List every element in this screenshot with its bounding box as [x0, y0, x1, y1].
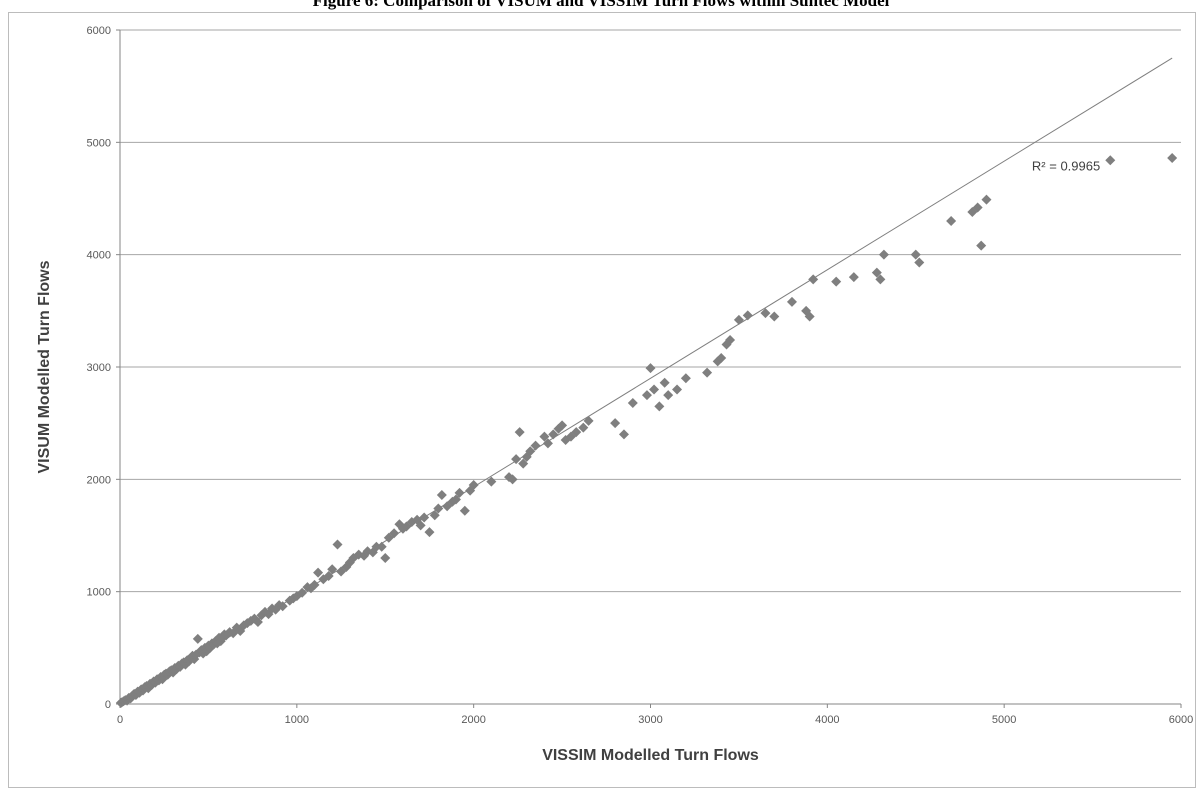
y-axis-title: VISUM Modelled Turn Flows — [36, 260, 53, 473]
data-point — [946, 215, 957, 226]
data-point — [914, 257, 925, 268]
data-point — [716, 353, 727, 364]
data-point — [557, 420, 568, 431]
data-point — [742, 310, 753, 321]
data-point — [976, 240, 987, 251]
figure-caption: Figure 6: Comparison of VISUM and VISSIM… — [312, 0, 890, 10]
data-point — [725, 335, 736, 346]
data-point — [875, 274, 886, 285]
x-tick-label: 0 — [117, 714, 123, 726]
data-point — [871, 267, 882, 278]
x-tick-label: 6000 — [1169, 714, 1193, 726]
x-tick-label: 4000 — [815, 714, 839, 726]
data-point — [645, 363, 656, 374]
data-point — [663, 390, 674, 401]
y-tick-label: 5000 — [87, 137, 111, 149]
data-point — [252, 616, 263, 627]
data-point — [486, 476, 497, 487]
y-tick-label: 1000 — [87, 587, 111, 599]
data-point — [659, 377, 670, 388]
data-point — [831, 276, 842, 287]
data-point — [424, 527, 435, 538]
y-tick-labels: 0 1000 2000 3000 4000 5000 6000 — [87, 25, 111, 711]
y-tick-label: 4000 — [87, 250, 111, 262]
data-point — [571, 427, 582, 438]
data-point — [649, 384, 660, 395]
data-point — [641, 390, 652, 401]
data-point — [733, 314, 744, 325]
data-point — [878, 249, 889, 260]
data-point — [450, 494, 461, 505]
trendline — [119, 57, 1173, 705]
data-point — [654, 401, 665, 412]
data-point — [583, 415, 594, 426]
data-point — [539, 431, 550, 442]
data-point — [578, 422, 589, 433]
y-tick-label: 6000 — [87, 25, 111, 37]
y-tick-label: 3000 — [87, 362, 111, 374]
data-point — [518, 458, 529, 469]
data-point — [680, 373, 691, 384]
data-point — [332, 539, 343, 550]
data-point — [910, 249, 921, 260]
data-point — [627, 397, 638, 408]
data-point — [459, 505, 470, 516]
gridlines — [120, 29, 1181, 593]
data-point — [530, 440, 541, 451]
data-point — [192, 633, 203, 644]
data-points — [115, 153, 1178, 708]
data-point — [981, 194, 992, 205]
data-point — [507, 474, 518, 485]
data-point — [389, 528, 400, 539]
data-point — [786, 296, 797, 307]
data-point — [511, 454, 522, 465]
data-point — [514, 427, 525, 438]
data-point — [380, 552, 391, 563]
y-tick-label: 2000 — [87, 474, 111, 486]
data-point — [376, 541, 387, 552]
data-point — [468, 479, 479, 490]
data-point — [415, 520, 426, 531]
data-point — [972, 202, 983, 213]
data-point — [769, 311, 780, 322]
data-point — [848, 272, 859, 283]
data-point — [1105, 155, 1116, 166]
chart-frame: 0 1000 2000 3000 4000 5000 6000 0 1000 2000 3000 4… — [8, 12, 1196, 788]
data-point — [618, 429, 629, 440]
data-point — [1167, 153, 1178, 164]
data-point — [436, 490, 447, 501]
data-point — [401, 521, 412, 532]
data-point — [313, 567, 324, 578]
data-point — [702, 367, 713, 378]
data-point — [804, 311, 815, 322]
x-axis-title: VISSIM Modelled Turn Flows — [542, 747, 759, 764]
x-tick-label: 2000 — [461, 714, 485, 726]
x-tick-label: 5000 — [992, 714, 1016, 726]
data-point — [760, 308, 771, 319]
data-point — [256, 610, 267, 621]
axes — [116, 29, 1182, 708]
x-tick-label: 1000 — [285, 714, 309, 726]
y-tick-label: 0 — [105, 699, 111, 711]
data-point — [454, 487, 465, 498]
x-tick-label: 3000 — [638, 714, 662, 726]
scatter-chart: 0 1000 2000 3000 4000 5000 6000 0 1000 2000 3000 4… — [36, 25, 1193, 764]
r-squared-annotation: R² = 0.9965 — [1032, 158, 1100, 173]
data-point — [610, 418, 621, 429]
data-point — [542, 438, 553, 449]
x-tick-labels: 0 1000 2000 3000 4000 5000 6000 — [117, 714, 1193, 726]
data-point — [672, 384, 683, 395]
data-point — [277, 601, 288, 612]
